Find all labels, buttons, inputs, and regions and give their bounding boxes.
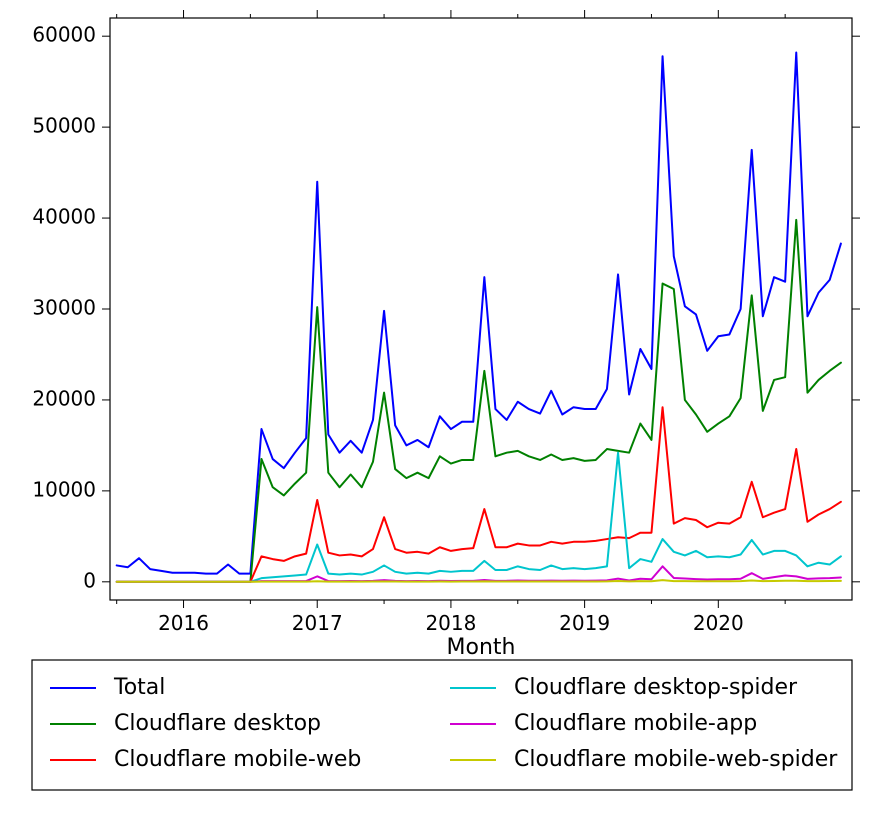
x-tick-label: 2020 [693,611,744,635]
x-tick-label: 2017 [292,611,343,635]
y-tick-label: 40000 [32,205,96,229]
legend-label: Cloudflare desktop-spider [514,675,798,700]
x-tick-label: 2018 [425,611,476,635]
line-chart: 0 10000 20000 30000 40000 50000 60000 2016 2017 2… [0,0,880,816]
y-tick-label: 20000 [32,386,96,410]
y-tick-label: 0 [83,568,96,592]
x-tick-label: 2016 [158,611,209,635]
y-tick-label: 50000 [32,114,96,138]
legend-label: Cloudflare mobile-web [114,747,361,772]
x-tick-label: 2019 [559,611,610,635]
chart-container: 0 10000 20000 30000 40000 50000 60000 2016 2017 2… [0,0,880,816]
legend-label: Cloudflare mobile-app [514,711,757,736]
y-tick-label: 60000 [32,23,96,47]
y-tick-label: 30000 [32,296,96,320]
series-line [117,566,841,581]
legend-label: Total [113,675,165,700]
legend-label: Cloudflare desktop [114,711,321,736]
series-line [117,53,841,574]
legend-label: Cloudflare mobile-web-spider [514,747,838,772]
series-line [117,453,841,582]
y-tick-label: 10000 [32,477,96,501]
x-axis-label: Month [447,635,516,660]
